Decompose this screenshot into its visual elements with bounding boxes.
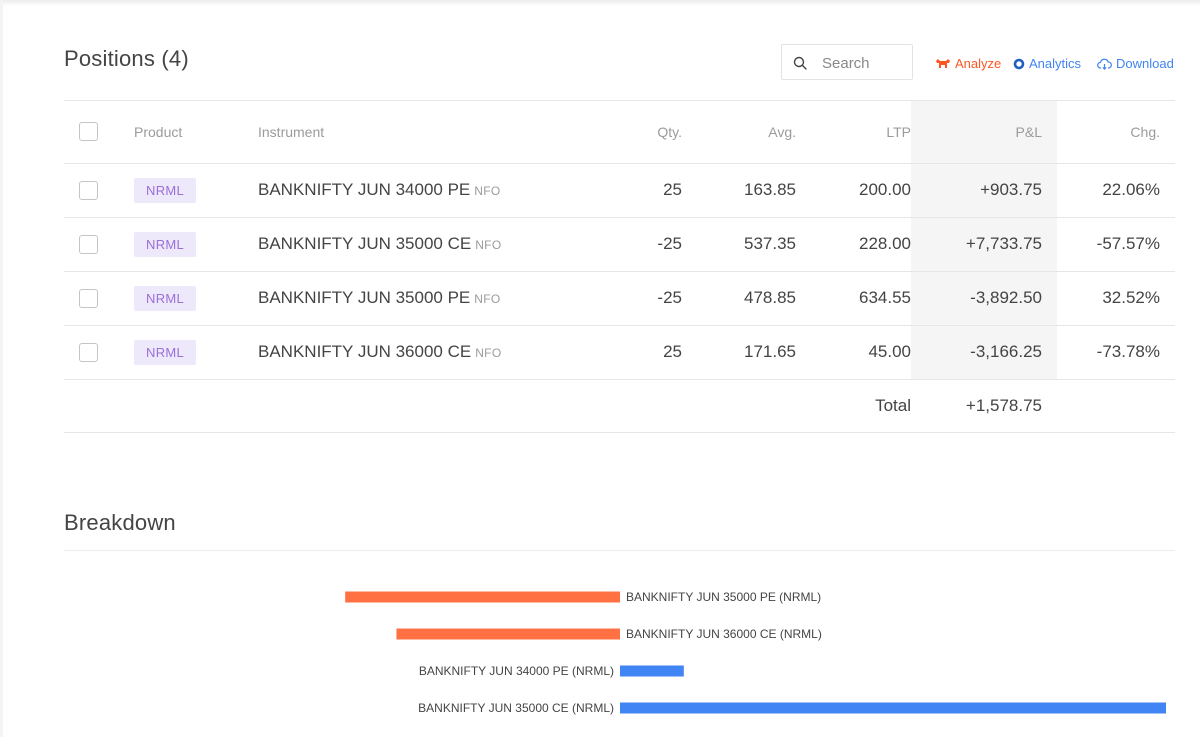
avg-cell: 537.35 [682, 217, 796, 272]
pnl-cell: -3,166.25 [911, 325, 1057, 380]
ring-icon [1013, 58, 1025, 69]
instrument-name: BANKNIFTY JUN 36000 CE [258, 342, 472, 361]
breakdown-bar[interactable] [396, 628, 620, 640]
row-checkbox[interactable] [79, 289, 98, 308]
table-row[interactable]: NRML BANKNIFTY JUN 34000 PE NFO 25 163.85… [64, 163, 1175, 218]
total-label: Total [64, 379, 911, 433]
total-chg-empty [1057, 379, 1175, 433]
top-shadow [0, 0, 1200, 6]
ltp-cell: 634.55 [796, 271, 911, 326]
col-qty[interactable]: Qty. [565, 101, 682, 164]
row-checkbox-cell [64, 325, 118, 380]
chg-cell: 32.52% [1057, 271, 1175, 326]
total-pnl: +1,578.75 [911, 379, 1057, 433]
pnl-cell: +903.75 [911, 163, 1057, 218]
search-box[interactable] [781, 44, 913, 80]
col-avg[interactable]: Avg. [682, 101, 796, 164]
row-checkbox[interactable] [79, 235, 98, 254]
product-cell: NRML [118, 163, 242, 218]
analyze-label: Analyze [955, 56, 1002, 71]
select-all-checkbox[interactable] [79, 122, 98, 142]
analytics-label: Analytics [1029, 56, 1082, 71]
search-input[interactable] [822, 52, 908, 74]
qty-cell: 25 [565, 325, 682, 380]
breakdown-bar[interactable] [345, 591, 620, 603]
row-checkbox-cell [64, 217, 118, 272]
instrument-name: BANKNIFTY JUN 35000 CE [258, 234, 472, 253]
instrument-name: BANKNIFTY JUN 35000 PE [258, 288, 471, 307]
bull-icon [936, 59, 950, 68]
download-label: Download [1116, 56, 1174, 71]
instrument-cell: BANKNIFTY JUN 34000 PE NFO [242, 163, 565, 218]
row-checkbox-cell [64, 271, 118, 326]
breakdown-bar-label: BANKNIFTY JUN 35000 CE (NRML) [418, 701, 614, 715]
table-row[interactable]: NRML BANKNIFTY JUN 36000 CE NFO 25 171.65… [64, 325, 1175, 380]
exchange-label: NFO [474, 184, 501, 198]
instrument-cell: BANKNIFTY JUN 36000 CE NFO [242, 325, 565, 380]
select-all-cell [64, 101, 118, 164]
instrument-name: BANKNIFTY JUN 34000 PE [258, 180, 471, 199]
col-ltp[interactable]: LTP [796, 101, 911, 164]
instrument-cell: BANKNIFTY JUN 35000 PE NFO [242, 271, 565, 326]
product-badge: NRML [134, 177, 197, 203]
table-row[interactable]: NRML BANKNIFTY JUN 35000 CE NFO -25 537.3… [64, 217, 1175, 272]
product-cell: NRML [118, 271, 242, 326]
analyze-link[interactable]: Analyze [935, 56, 1001, 71]
exchange-label: NFO [475, 238, 502, 252]
product-cell: NRML [118, 325, 242, 380]
breakdown-bar-label: BANKNIFTY JUN 36000 CE (NRML) [626, 627, 822, 641]
positions-table: Product Instrument Qty. Avg. LTP P&L Chg… [64, 101, 1175, 433]
avg-cell: 171.65 [682, 325, 796, 380]
positions-header: Positions (4) Analyze Analytics Download [64, 38, 1175, 100]
col-chg[interactable]: Chg. [1057, 101, 1175, 164]
product-badge: NRML [134, 231, 197, 257]
qty-cell: -25 [565, 217, 682, 272]
breakdown-bar[interactable] [620, 665, 684, 677]
table-header-row: Product Instrument Qty. Avg. LTP P&L Chg… [64, 101, 1175, 164]
breakdown-bar[interactable] [620, 702, 1166, 714]
instrument-cell: BANKNIFTY JUN 35000 CE NFO [242, 217, 565, 272]
breakdown-bar-label: BANKNIFTY JUN 34000 PE (NRML) [419, 664, 614, 678]
chg-cell: -73.78% [1057, 325, 1175, 380]
row-checkbox-cell [64, 163, 118, 218]
ltp-cell: 228.00 [796, 217, 911, 272]
qty-cell: -25 [565, 271, 682, 326]
pnl-cell: +7,733.75 [911, 217, 1057, 272]
total-row: Total +1,578.75 [64, 379, 1175, 433]
table-row[interactable]: NRML BANKNIFTY JUN 35000 PE NFO -25 478.8… [64, 271, 1175, 326]
cloud-download-icon [1097, 58, 1112, 70]
search-icon [793, 56, 807, 70]
qty-cell: 25 [565, 163, 682, 218]
page-title: Positions (4) [64, 46, 189, 71]
row-checkbox[interactable] [79, 181, 98, 200]
left-edge [0, 0, 3, 737]
chg-cell: -57.57% [1057, 217, 1175, 272]
avg-cell: 163.85 [682, 163, 796, 218]
col-product[interactable]: Product [118, 101, 242, 164]
header-divider [64, 100, 1175, 101]
analytics-link[interactable]: Analytics [1013, 56, 1081, 71]
pnl-cell: -3,892.50 [911, 271, 1057, 326]
col-pnl[interactable]: P&L [911, 101, 1057, 164]
chg-cell: 22.06% [1057, 163, 1175, 218]
breakdown-title: Breakdown [64, 510, 176, 535]
product-cell: NRML [118, 217, 242, 272]
col-instrument[interactable]: Instrument [242, 101, 565, 164]
ltp-cell: 200.00 [796, 163, 911, 218]
product-badge: NRML [134, 285, 197, 311]
breakdown-chart: BANKNIFTY JUN 35000 PE (NRML) BANKNIFTY J… [345, 590, 1166, 715]
avg-cell: 478.85 [682, 271, 796, 326]
product-badge: NRML [134, 339, 197, 365]
exchange-label: NFO [474, 292, 501, 306]
breakdown-divider [64, 550, 1175, 551]
exchange-label: NFO [475, 346, 502, 360]
download-link[interactable]: Download [1097, 56, 1174, 71]
row-checkbox[interactable] [79, 343, 98, 362]
ltp-cell: 45.00 [796, 325, 911, 380]
breakdown-bar-label: BANKNIFTY JUN 35000 PE (NRML) [626, 590, 821, 604]
